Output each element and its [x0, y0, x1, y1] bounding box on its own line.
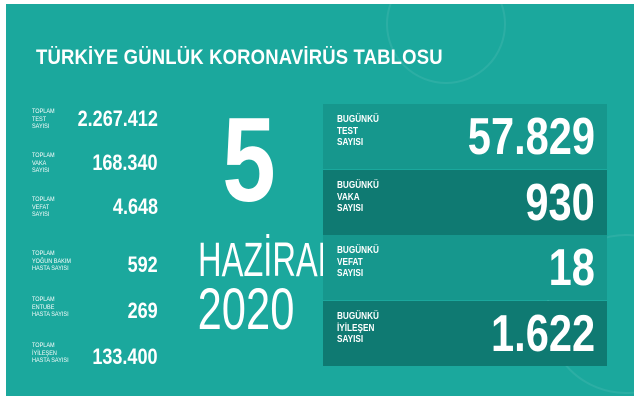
total-stat-value: 133.400: [92, 344, 158, 369]
total-stat: TOPLAM TEST SAYISI 2.267.412: [32, 106, 158, 148]
label-line: YOĞUN BAKIM: [32, 257, 71, 265]
total-stat-label: TOPLAM İYİLEŞEN HASTA SAYISI: [32, 342, 83, 365]
today-stat-value: 1.622: [490, 305, 595, 363]
label-line: SAYISI: [337, 203, 364, 214]
date-year: 2020: [197, 277, 295, 342]
label-line: SAYISI: [337, 137, 364, 148]
label-line: İYİLEŞEN: [337, 322, 375, 334]
label-line: VEFAT: [337, 256, 363, 268]
today-stat-box: BUGÜNKÜ İYİLEŞEN SAYISI 1.622: [323, 301, 607, 366]
total-stat: TOPLAM VAKA SAYISI 168.340: [32, 150, 158, 192]
total-stat-value: 4.648: [112, 194, 158, 219]
today-stat-label: BUGÜNKÜ İYİLEŞEN SAYISI: [337, 311, 379, 346]
today-stat-label: BUGÜNKÜ VEFAT SAYISI: [337, 245, 379, 280]
label-line: ENTUBE: [32, 303, 55, 311]
label-line: BUGÜNKÜ: [337, 245, 379, 256]
label-line: TOPLAM: [32, 196, 55, 203]
label-line: BUGÜNKÜ: [337, 311, 379, 322]
total-stat-value: 168.340: [92, 150, 158, 175]
page-title: TÜRKİYE GÜNLÜK KORONAVİRÜS TABLOSU: [36, 46, 443, 69]
label-line: SAYISI: [337, 268, 364, 279]
total-stat: TOPLAM YOĞUN BAKIM HASTA SAYISI 592: [32, 250, 158, 290]
virus-decoration-icon: [386, 4, 506, 84]
total-stat-label: TOPLAM ENTUBE HASTA SAYISI: [32, 296, 83, 319]
label-line: VEFAT: [32, 203, 50, 211]
today-stat-value: 57.829: [467, 108, 595, 166]
date-day: 5: [222, 93, 276, 227]
total-stat-label: TOPLAM YOĞUN BAKIM HASTA SAYISI: [32, 250, 83, 273]
label-line: TEST: [337, 125, 358, 137]
total-stat-value: 269: [127, 298, 158, 323]
total-stat: TOPLAM İYİLEŞEN HASTA SAYISI 133.400: [32, 342, 158, 382]
label-line: TOPLAM: [32, 342, 55, 349]
today-stat-box: BUGÜNKÜ TEST SAYISI 57.829: [323, 104, 607, 169]
label-line: SAYISI: [32, 167, 50, 174]
label-line: TOPLAM: [32, 152, 55, 159]
total-stat-label: TOPLAM VEFAT SAYISI: [32, 196, 83, 219]
total-stat: TOPLAM ENTUBE HASTA SAYISI 269: [32, 296, 158, 336]
label-line: HASTA SAYISI: [32, 311, 69, 318]
label-line: TOPLAM: [32, 250, 55, 257]
label-line: SAYISI: [337, 334, 364, 345]
label-line: HASTA SAYISI: [32, 357, 69, 364]
total-stat: TOPLAM VEFAT SAYISI 4.648: [32, 194, 158, 236]
today-stat-label: BUGÜNKÜ TEST SAYISI: [337, 114, 379, 149]
total-stat-label: TOPLAM TEST SAYISI: [32, 108, 83, 131]
total-stat-label: TOPLAM VAKA SAYISI: [32, 152, 83, 175]
today-stat-value: 18: [548, 239, 595, 297]
label-line: SAYISI: [32, 211, 50, 218]
label-line: TOPLAM: [32, 296, 55, 303]
label-line: VAKA: [337, 191, 360, 203]
today-stat-value: 930: [525, 174, 595, 232]
label-line: HASTA SAYISI: [32, 265, 69, 272]
label-line: BUGÜNKÜ: [337, 114, 379, 125]
total-stat-value: 2.267.412: [77, 106, 158, 131]
label-line: İYİLEŞEN: [32, 349, 57, 357]
today-stat-label: BUGÜNKÜ VAKA SAYISI: [337, 180, 379, 215]
date-month: HAZİRAN: [198, 234, 342, 287]
label-line: BUGÜNKÜ: [337, 180, 379, 191]
label-line: TEST: [32, 115, 47, 123]
today-stat-box: BUGÜNKÜ VEFAT SAYISI 18: [323, 235, 607, 300]
label-line: TOPLAM: [32, 108, 55, 115]
label-line: VAKA: [32, 159, 47, 167]
label-line: SAYISI: [32, 123, 50, 130]
total-stat-value: 592: [127, 252, 158, 277]
today-stat-box: BUGÜNKÜ VAKA SAYISI 930: [323, 170, 607, 235]
infographic-panel: TÜRKİYE GÜNLÜK KORONAVİRÜS TABLOSU TOPLA…: [6, 4, 634, 396]
